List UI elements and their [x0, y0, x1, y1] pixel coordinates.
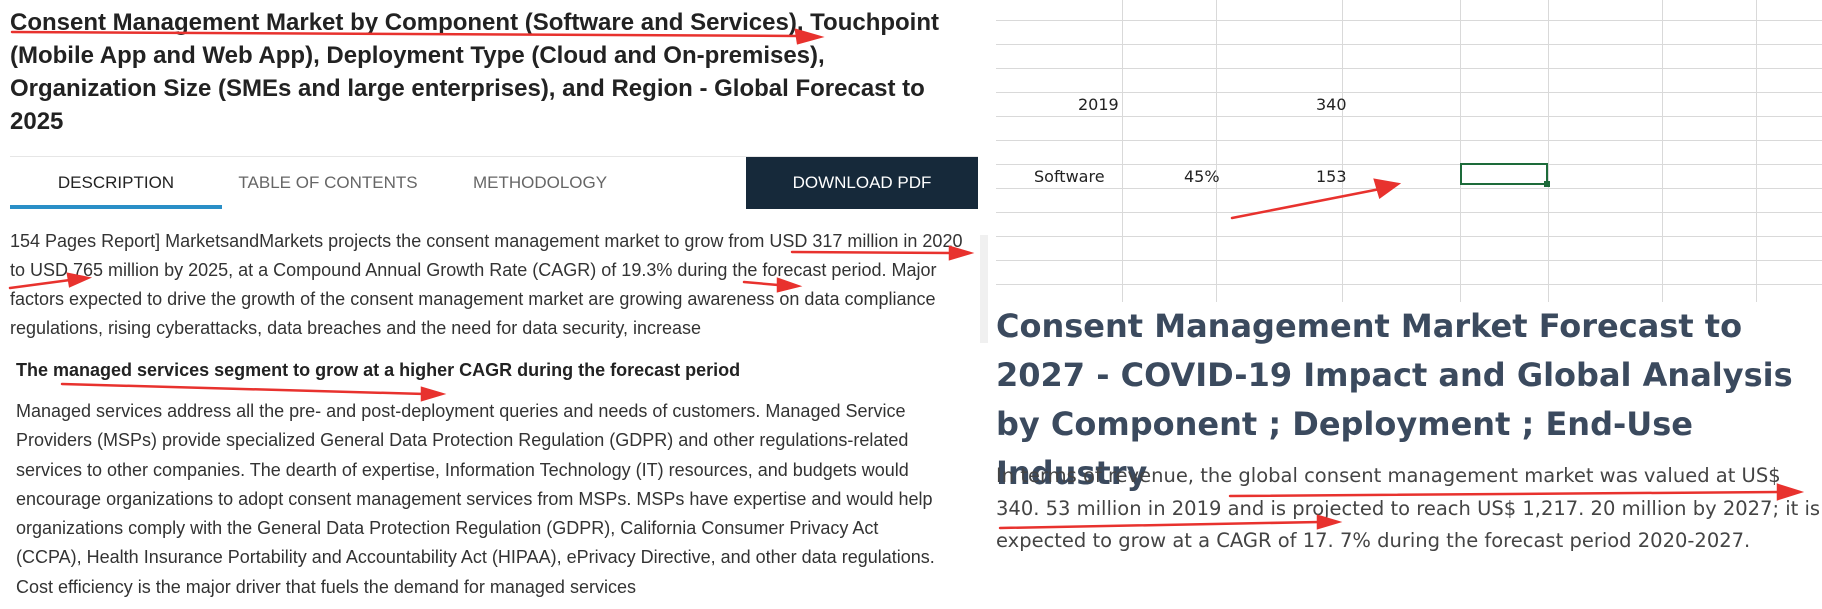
report-title: Consent Management Market by Component (…	[10, 9, 940, 135]
report-panel: Consent Management Market by Component (…	[10, 9, 988, 597]
forecast-title: Consent Management Market Forecast to 20…	[996, 307, 1793, 492]
forecast-article: Consent Management Market Forecast to 20…	[996, 302, 1822, 609]
forecast-paragraph: In terms of revenue, the global consent …	[996, 464, 1821, 552]
cell-year[interactable]: 2019	[1078, 95, 1119, 114]
download-pdf-button[interactable]: DOWNLOAD PDF	[746, 157, 978, 209]
description-scrollbar[interactable]	[980, 235, 988, 343]
cell-software-share[interactable]: 45%	[1184, 167, 1220, 186]
selected-cell[interactable]	[1460, 163, 1548, 185]
cell-value-2019[interactable]: 340	[1316, 95, 1347, 114]
segment-body-text: Managed services address all the pre- an…	[16, 401, 935, 597]
cell-software-label[interactable]: Software	[1034, 167, 1105, 186]
fill-handle[interactable]	[1544, 181, 1550, 187]
report-description: 154 Pages Report] MarketsandMarkets proj…	[10, 231, 963, 338]
segment-subheading: The managed services segment to grow at …	[16, 360, 741, 380]
tab-description[interactable]: DESCRIPTION	[10, 157, 222, 209]
spreadsheet-grid	[996, 0, 1822, 302]
tab-methodology[interactable]: METHODOLOGY	[472, 173, 608, 192]
spreadsheet[interactable]: 2019 340 Software 45% 153	[996, 0, 1822, 302]
cell-software-value[interactable]: 153	[1316, 167, 1347, 186]
tab-bar: DESCRIPTION TABLE OF CONTENTS METHODOLOG…	[10, 156, 978, 211]
tab-table-of-contents[interactable]: TABLE OF CONTENTS	[238, 173, 418, 192]
